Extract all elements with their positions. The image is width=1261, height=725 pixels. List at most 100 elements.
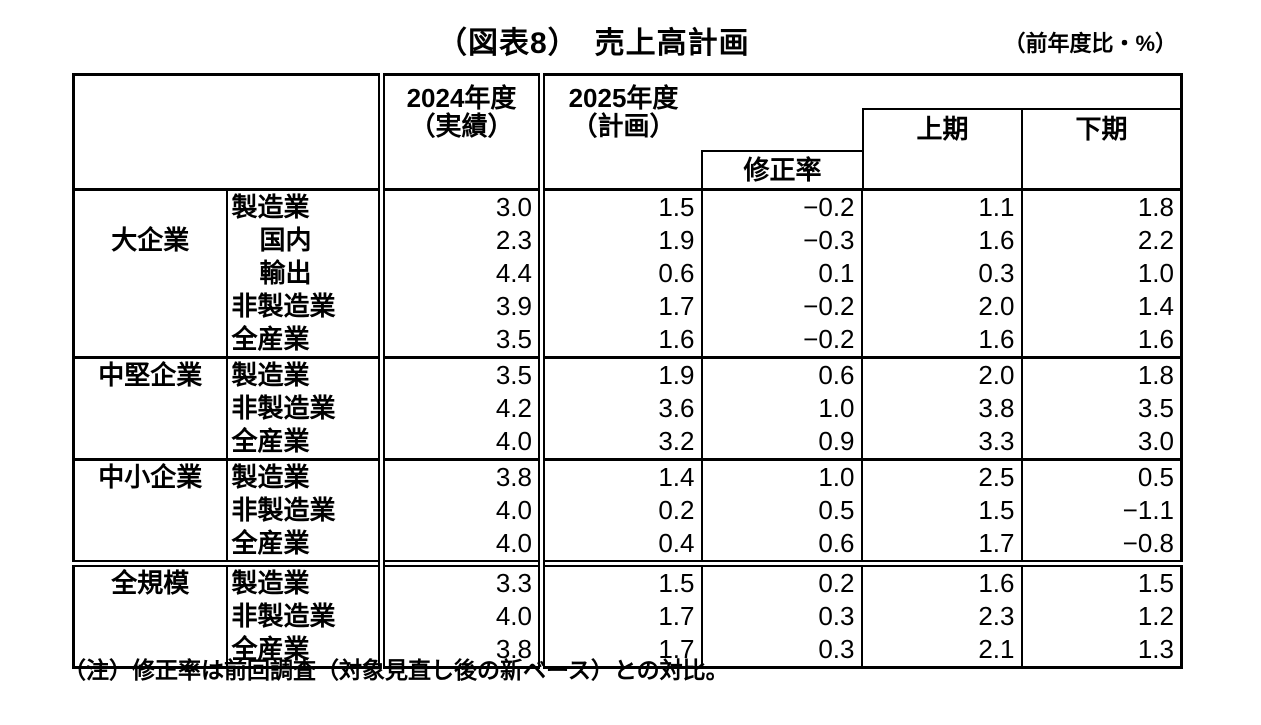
group-label-cell: 全規模 [73,560,228,668]
value-second-half: −0.8 [1122,528,1174,558]
value-first-half: 1.6 [861,224,1023,257]
group-label-cell: 大企業 [73,188,228,358]
industry-label: 非製造業 [231,291,336,321]
table-row: 輸出 4.4 0.6 0.1 0.3 1.0 [74,257,1182,290]
value-revision: 1.0 [701,458,863,494]
value-2025: 1.5 [541,188,703,224]
industry-label: 全産業 [231,324,310,354]
value-2025: 0.2 [541,494,703,527]
value-2024: 4.0 [378,600,545,633]
table-row: 非製造業 3.9 1.7 −0.2 2.0 1.4 [74,290,1182,323]
value-2024: 3.5 [378,323,545,358]
value-2024: 4.4 [378,257,545,290]
value-2025: 1.6 [541,323,703,358]
unit-note: （前年度比・%） [1003,31,1177,56]
value-first-half: 3.8 [861,392,1023,425]
industry-label: 輸出 [259,258,312,288]
value-2025: 0.4 [541,527,703,564]
value-2024: 3.9 [378,290,545,323]
value-revision: −0.2 [701,323,863,358]
col-header-2024-line1: 2024年度 [406,83,517,113]
col-header-first-half: 上期 [862,108,1021,187]
value-2025: 1.9 [541,356,703,392]
industry-label: 製造業 [226,560,382,600]
industry-label: 製造業 [226,356,382,392]
value-2025: 1.7 [541,290,703,323]
value-first-half: 3.3 [861,425,1023,460]
sales-plan-table-wrap: 2024年度 （実績） 2025年度 （計画） 修正率 上期 下期 大企業 [72,73,1183,669]
footnote: （注）修正率は前回調査（対象見直し後の新ベース）との対比。 [63,657,729,683]
value-first-half: 2.3 [861,600,1023,633]
value-revision: 0.6 [701,527,863,564]
table-row: 中堅企業 製造業 3.5 1.9 0.6 2.0 1.8 [73,356,1182,460]
value-second-half: 3.0 [1137,426,1174,456]
value-2025: 1.5 [541,560,703,600]
col-header-2024-line2: （実績） [409,111,514,141]
col-header-2024: 2024年度 （実績） [378,74,545,191]
value-2024: 3.8 [378,633,545,668]
value-revision: −0.2 [701,290,863,323]
value-second-half: 3.5 [1137,393,1174,423]
value-first-half: 1.6 [861,323,1023,358]
value-revision: 1.0 [701,392,863,425]
value-2024: 3.0 [378,188,545,224]
value-2024: 4.0 [378,527,545,564]
value-2025: 1.4 [541,458,703,494]
value-2025: 1.7 [541,633,703,668]
industry-label: 国内 [259,225,312,255]
value-2024: 3.8 [378,458,545,494]
col-header-2025-line2: （計画） [571,111,676,141]
value-2025: 3.2 [541,425,703,460]
table-row: 全産業 4.0 0.4 0.6 1.7 −0.8 [74,527,1182,564]
value-revision: 0.5 [701,494,863,527]
value-second-half: 1.2 [1137,601,1174,631]
value-second-half: 1.8 [1021,356,1182,392]
figure-title: （図表8） 売上高計画 [437,27,750,60]
table-row: 全規模 製造業 3.3 1.5 0.2 1.6 1.5 [73,560,1182,668]
table-row: 中小企業 製造業 3.8 1.4 1.0 2.5 0.5 [73,458,1182,564]
value-first-half: 1.6 [861,560,1023,600]
industry-label: 非製造業 [231,601,336,631]
group-label: 中堅企業 [98,360,203,391]
group-label: 全規模 [111,568,190,599]
value-2024: 2.3 [378,224,545,257]
value-2025: 3.6 [541,392,703,425]
value-revision: 0.2 [701,560,863,600]
group-label: 大企業 [111,225,190,255]
value-first-half: 2.5 [861,458,1023,494]
sales-plan-table: 2024年度 （実績） 2025年度 （計画） 修正率 上期 下期 大企業 [72,73,1183,669]
value-2024: 4.0 [378,494,545,527]
col-header-revision: 修正率 [701,150,862,187]
table-row: 非製造業 4.0 1.7 0.3 2.3 1.2 [74,600,1182,633]
group-label: 中小企業 [98,462,203,493]
value-second-half: 0.5 [1021,458,1182,494]
value-revision: 0.6 [701,356,863,392]
value-second-half: 1.6 [1137,324,1174,354]
table-row: 非製造業 4.0 0.2 0.5 1.5 −1.1 [74,494,1182,527]
value-2025: 0.6 [541,257,703,290]
industry-label: 製造業 [226,458,382,494]
value-revision: 0.9 [701,425,863,460]
table-row: 全産業 3.5 1.6 −0.2 1.6 1.6 [74,323,1182,358]
value-second-half: 1.3 [1137,634,1174,664]
industry-label: 全産業 [231,528,310,558]
table-row: 非製造業 4.2 3.6 1.0 3.8 3.5 [74,392,1182,425]
industry-label: 製造業 [226,188,382,224]
value-2024: 4.2 [378,392,545,425]
header-row: 2024年度 （実績） 2025年度 （計画） 修正率 上期 下期 [73,74,1182,191]
value-revision: 0.3 [701,633,863,668]
col-header-2025: 2025年度 （計画） [545,84,702,140]
value-second-half: 1.8 [1021,188,1182,224]
value-revision: −0.3 [701,224,863,257]
table-row: 国内 2.3 1.9 −0.3 1.6 2.2 [74,224,1182,257]
value-second-half: 1.5 [1021,560,1182,600]
value-first-half: 0.3 [861,257,1023,290]
value-first-half: 1.5 [861,494,1023,527]
value-revision: 0.3 [701,600,863,633]
corner-cell [73,74,382,191]
col-header-second-half: 下期 [1021,108,1180,187]
col-header-2025-span: 2025年度 （計画） 修正率 上期 下期 [541,74,1182,191]
value-first-half: 2.0 [861,290,1023,323]
value-2025: 1.7 [541,600,703,633]
